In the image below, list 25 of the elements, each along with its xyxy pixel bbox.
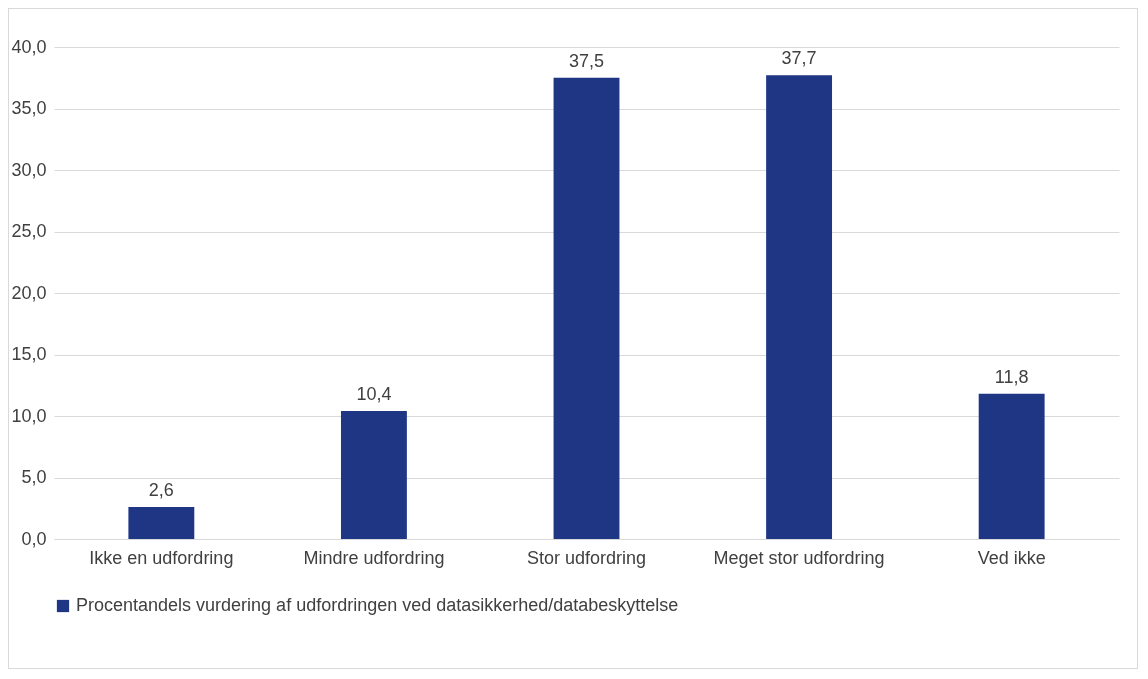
y-tick-label: 0,0 [21,528,47,549]
legend-label: Procentandels vurdering af udfordringen ved datasikkerhed/databeskyttelse [76,595,679,615]
bar [766,75,833,539]
data-label: 11,8 [994,366,1029,387]
x-tick-label: Stor udfordring [526,547,647,568]
bar [340,411,407,539]
x-tick-label: Mindre udfordring [303,547,445,568]
y-tick-label: 25,0 [11,221,47,241]
y-tick-label: 40,0 [11,36,47,57]
x-tick-label: Ved ikke [977,547,1046,568]
x-tick-label: Ikke en udfordring [89,547,234,568]
y-tick-label: 10,0 [11,405,47,426]
bar [978,393,1045,539]
data-label: 37,5 [568,50,605,71]
y-tick-label: 35,0 [11,98,47,118]
y-tick-label: 15,0 [11,344,47,364]
y-tick-label: 5,0 [21,467,47,487]
data-label: 2,6 [148,480,174,501]
bar [553,77,620,539]
data-label: 37,7 [781,48,817,69]
y-tick-label: 30,0 [11,159,47,180]
bar [128,507,195,539]
data-label: 10,4 [356,384,392,405]
y-tick-label: 20,0 [11,282,47,303]
x-tick-label: Meget stor udfordring [713,547,885,568]
